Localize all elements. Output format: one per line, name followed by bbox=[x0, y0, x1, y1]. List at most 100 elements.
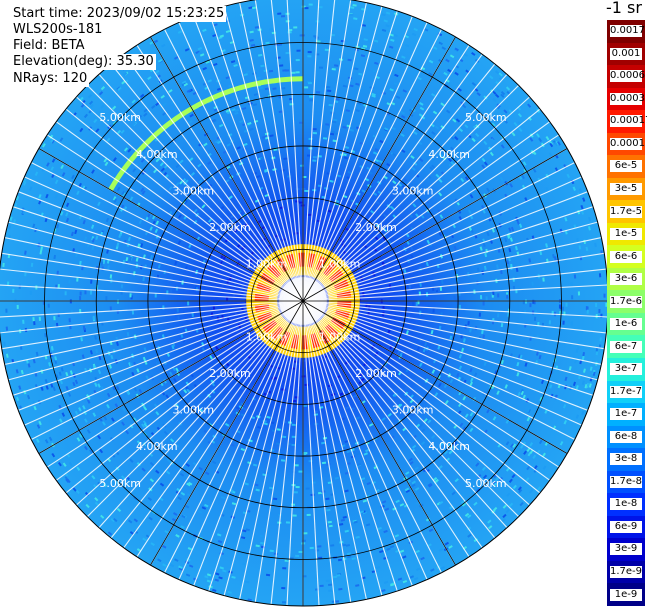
texture-speck bbox=[316, 40, 321, 43]
texture-speck bbox=[298, 470, 303, 473]
ray-line bbox=[302, 108, 541, 302]
texture-speck bbox=[402, 89, 408, 93]
texture-speck bbox=[277, 12, 282, 15]
texture-speck bbox=[187, 120, 193, 124]
texture-speck bbox=[178, 567, 184, 571]
texture-speck bbox=[440, 125, 445, 130]
texture-speck bbox=[533, 316, 537, 321]
texture-speck bbox=[570, 282, 573, 287]
texture-speck bbox=[426, 239, 431, 245]
texture-speck bbox=[595, 303, 598, 307]
texture-speck bbox=[366, 481, 371, 486]
texture-speck bbox=[240, 536, 246, 540]
texture-speck bbox=[443, 383, 448, 389]
texture-speck bbox=[242, 529, 247, 533]
texture-speck bbox=[41, 167, 46, 172]
ray-line bbox=[302, 268, 607, 302]
texture-speck bbox=[444, 399, 449, 405]
texture-speck bbox=[14, 202, 18, 208]
texture-speck bbox=[416, 403, 421, 408]
texture-speck bbox=[564, 384, 568, 390]
texture-speck bbox=[15, 369, 19, 374]
texture-speck bbox=[222, 427, 228, 432]
texture-speck bbox=[212, 119, 217, 123]
texture-speck bbox=[389, 545, 395, 549]
texture-speck bbox=[437, 345, 441, 350]
texture-speck bbox=[585, 306, 588, 311]
texture-speck bbox=[558, 304, 561, 309]
ray-line bbox=[302, 300, 605, 350]
texture-speck bbox=[90, 279, 93, 284]
texture-speck bbox=[328, 589, 333, 592]
texture-speck bbox=[82, 325, 86, 330]
texture-speck bbox=[285, 69, 290, 72]
texture-speck bbox=[169, 288, 173, 294]
texture-speck bbox=[312, 159, 317, 162]
texture-speck bbox=[345, 406, 350, 410]
texture-speck bbox=[386, 390, 391, 395]
ray-line bbox=[164, 28, 304, 302]
texture-speck bbox=[38, 194, 42, 199]
texture-speck bbox=[475, 132, 480, 138]
texture-speck bbox=[72, 487, 77, 492]
texture-speck bbox=[559, 441, 564, 446]
texture-speck bbox=[401, 185, 407, 190]
texture-speck bbox=[34, 171, 39, 176]
texture-speck bbox=[204, 471, 210, 476]
texture-speck bbox=[147, 496, 153, 502]
texture-speck bbox=[390, 205, 395, 211]
texture-speck bbox=[492, 97, 497, 103]
range-ring-label: 2.00km bbox=[209, 221, 251, 234]
texture-speck bbox=[390, 435, 395, 440]
texture-speck bbox=[344, 439, 349, 444]
texture-speck bbox=[208, 218, 213, 223]
ray-line bbox=[110, 300, 304, 539]
texture-speck bbox=[231, 108, 236, 112]
texture-speck bbox=[336, 174, 342, 178]
texture-speck bbox=[439, 214, 444, 219]
texture-speck bbox=[335, 98, 340, 101]
texture-speck bbox=[124, 79, 129, 84]
texture-speck bbox=[109, 436, 114, 442]
azimuth-line bbox=[150, 300, 304, 566]
texture-speck bbox=[325, 397, 330, 401]
texture-speck bbox=[458, 354, 462, 359]
texture-speck bbox=[102, 482, 107, 488]
texture-speck bbox=[309, 99, 314, 102]
ray-line bbox=[302, 22, 428, 302]
texture-speck bbox=[589, 366, 593, 371]
texture-speck bbox=[122, 407, 126, 412]
texture-speck bbox=[261, 135, 267, 139]
texture-speck bbox=[411, 398, 416, 404]
texture-speck bbox=[174, 260, 178, 266]
texture-speck bbox=[548, 152, 553, 157]
texture-speck bbox=[204, 503, 209, 508]
texture-speck bbox=[269, 549, 274, 553]
ray-line bbox=[4, 300, 304, 365]
texture-speck bbox=[83, 427, 88, 432]
texture-speck bbox=[537, 177, 541, 183]
ray-line bbox=[286, 0, 304, 302]
texture-speck bbox=[393, 33, 398, 38]
texture-speck bbox=[299, 398, 304, 401]
texture-speck bbox=[181, 514, 186, 519]
texture-speck bbox=[484, 252, 488, 258]
azimuth-line bbox=[38, 300, 304, 454]
texture-speck bbox=[563, 419, 568, 425]
colorbar-label: 1.7e-5 bbox=[610, 205, 643, 218]
texture-speck bbox=[65, 202, 70, 208]
texture-speck bbox=[425, 199, 430, 204]
texture-speck bbox=[188, 564, 194, 568]
texture-speck bbox=[111, 453, 116, 458]
texture-speck bbox=[523, 450, 527, 455]
texture-speck bbox=[389, 88, 394, 92]
ray-line bbox=[0, 268, 304, 302]
texture-speck bbox=[305, 53, 310, 56]
texture-speck bbox=[259, 86, 264, 90]
start-time-text: Start time: 2023/09/02 15:23:25 bbox=[11, 6, 227, 22]
texture-speck bbox=[516, 220, 520, 225]
texture-speck bbox=[411, 483, 416, 488]
texture-speck bbox=[423, 418, 428, 423]
texture-speck bbox=[404, 34, 409, 39]
texture-speck bbox=[390, 38, 395, 42]
